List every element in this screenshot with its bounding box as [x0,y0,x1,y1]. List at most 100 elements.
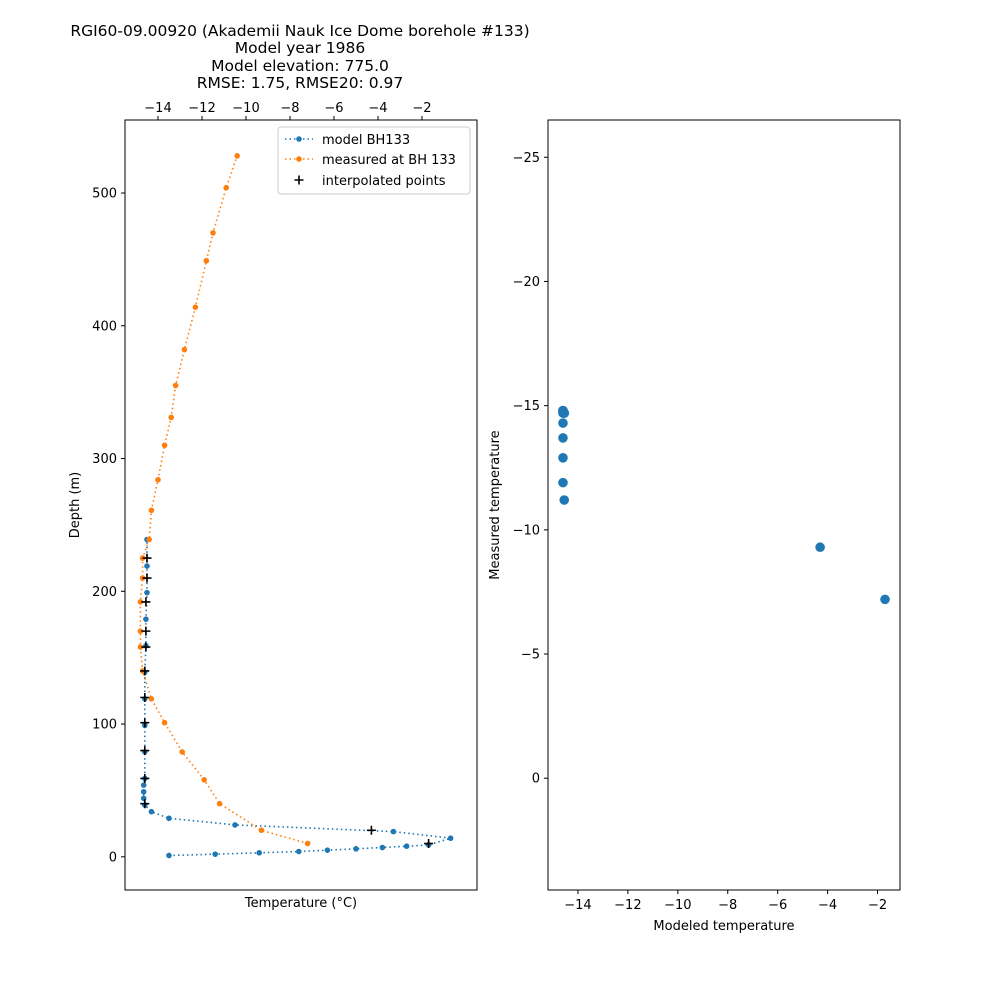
measured-point [155,476,161,483]
left-x-ticks: −14 −12 −10 −8 −6 −4 −2 [144,101,432,120]
scatter-point [559,495,570,505]
legend-box [277,126,471,195]
model-point [166,852,172,859]
model-point [256,850,263,856]
temperature-profile-panel: −14 −12 −10 −8 −6 −4 −2 0 100 200 300 400 500 Tempe… [68,101,478,911]
measured-point [168,414,174,421]
legend-measured-dot [296,156,302,162]
interpolated-marker [424,839,434,849]
scatter-point [558,418,568,428]
scatter-point [815,542,825,553]
measured-point [192,304,199,310]
right-y-tick-label: −15 [513,399,540,414]
title-line-4: RMSE: 1.75, RMSE20: 0.97 [197,74,403,92]
right-x-tick-label: −4 [818,898,837,913]
measured-point [137,628,144,634]
measured-point [201,777,207,783]
right-x-tick-label: −6 [768,898,787,913]
model-point [403,843,410,849]
model-point [140,795,147,802]
scatter-panel: −14 −12 −10 −8 −6 −4 −2 −25 −20 −15 −10 −5 0 Modele… [488,119,901,934]
measured-point [234,153,240,159]
measured-point [216,800,223,807]
measured-point [148,507,155,514]
right-x-tick-label: −14 [564,898,591,913]
measured-point [223,184,229,191]
right-x-axis-label: Modeled temperature [653,919,794,934]
scatter-point [558,477,568,488]
interpolated-marker [366,825,376,835]
measured-point [161,442,168,449]
left-x-tick-label: −14 [144,101,171,116]
measured-point [137,644,144,650]
left-y-axis-label: Depth (m) [68,472,83,539]
left-y-tick-label: 500 [92,187,117,202]
right-y-axis-label: Measured temperature [488,430,503,579]
right-y-ticks: −25 −20 −15 −10 −5 0 [513,151,548,787]
interpolated-marker [141,626,151,636]
scatter-point [559,408,570,418]
interpolated-marker [140,693,150,702]
model-point [379,844,386,851]
left-x-tick-label: −8 [280,101,299,116]
legend-entry-measured: measured at BH 133 [285,153,456,168]
model-point [144,563,150,569]
interpolated-marker [142,573,152,583]
measured-point [210,230,216,236]
scatter-point [880,594,890,605]
right-y-tick-label: 0 [532,772,540,787]
model-point [140,782,147,788]
model-point [447,835,454,842]
legend-model-label: model BH133 [322,133,410,148]
title-line-3: Model elevation: 775.0 [211,57,389,75]
left-plot-area [137,153,454,859]
measured-point [148,696,155,702]
model-point [324,847,331,853]
legend-model-dot [296,136,302,142]
left-x-tick-label: −4 [368,101,387,116]
interpolated-marker [140,718,150,728]
left-y-tick-label: 200 [92,585,117,600]
model-point [166,815,172,822]
measured-point [203,257,210,264]
right-x-tick-label: −2 [868,898,887,913]
right-x-tick-label: −12 [614,898,641,913]
legend-measured-label: measured at BH 133 [322,153,456,168]
scatter-point [558,433,568,443]
left-x-tick-label: −12 [188,101,215,116]
left-y-tick-label: 400 [92,319,117,334]
legend-interpolated-label: interpolated points [322,174,446,189]
model-point [140,788,147,795]
title-line-1: RGI60-09.00920 (Akademii Nauk Ice Dome b… [70,22,529,40]
left-x-tick-label: −10 [232,101,259,116]
scatter-point [558,453,568,463]
model-point [353,846,359,852]
right-y-tick-label: −20 [513,275,540,290]
interpolated-marker [140,773,150,783]
model-point [296,848,302,855]
measured-point [137,599,144,605]
interpolated-marker [141,597,151,607]
legend: model BH133 measured at BH 133 interpola… [277,126,471,195]
right-y-tick-label: −25 [513,151,540,166]
legend-entry-interpolated: interpolated points [294,174,446,189]
interpolated-marker [140,799,150,809]
model-point [143,616,149,622]
left-y-tick-label: 100 [92,718,117,733]
model-point [390,828,397,835]
model-point [144,589,150,596]
right-x-tick-label: −8 [718,898,737,913]
interpolated-marker [141,642,151,652]
right-axes-frame [547,119,901,891]
measured-point [258,827,265,834]
measured-point [146,536,152,543]
legend-entry-model: model BH133 [285,133,410,148]
model-point [232,822,238,828]
measured-point [179,749,185,755]
left-x-axis-label: Temperature (°C) [244,896,357,911]
right-y-tick-label: −10 [513,523,540,538]
left-axes-frame [124,119,478,891]
right-x-tick-label: −10 [664,898,691,913]
